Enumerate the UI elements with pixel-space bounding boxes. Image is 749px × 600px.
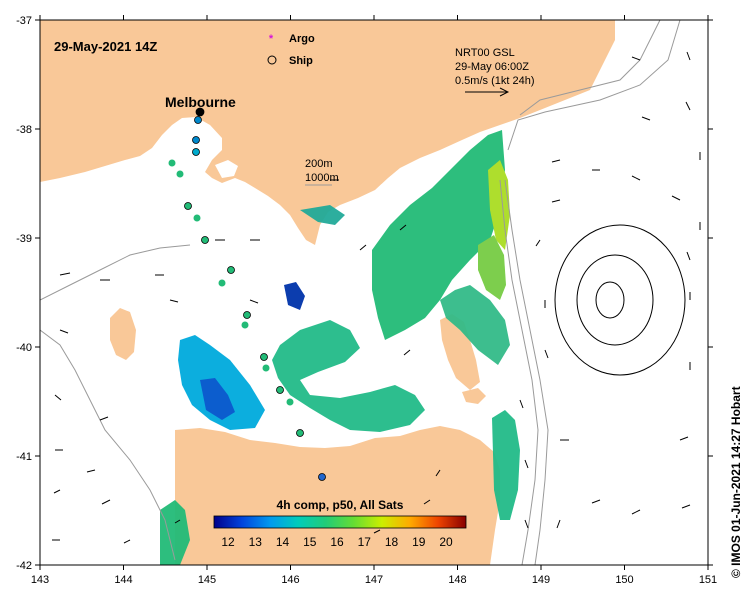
y-tick-label: -38 — [16, 124, 32, 136]
current-key: NRT00 GSL 29-May 06:00Z 0.5m/s (1kt 24h) — [455, 47, 534, 97]
x-tick-label: 151 — [699, 574, 717, 586]
colorbar-ramp — [213, 515, 467, 529]
colorbar-title: 4h comp, p50, All Sats — [277, 498, 404, 512]
city-label-melbourne: Melbourne — [165, 94, 236, 110]
land-flinders-island — [440, 314, 480, 390]
colorbar-tick-label: 18 — [385, 535, 399, 549]
x-tick-label: 146 — [281, 574, 299, 586]
x-tick-label: 147 — [365, 574, 383, 586]
colorbar: 4h comp, p50, All Sats 12 13 14 15 16 17 18 19 2… — [213, 498, 467, 549]
argo-label: Argo — [289, 33, 315, 45]
y-axis: -37 -38 -39 -40 -41 -42 — [16, 15, 713, 572]
legend: * Argo Ship 200m 1000m — [267, 33, 339, 186]
plot-area — [40, 20, 708, 565]
land-tasmania — [175, 426, 500, 565]
colorbar-tick-label: 20 — [439, 535, 453, 549]
current-vectors — [52, 51, 701, 544]
eddy-rings — [554, 224, 686, 376]
colorbar-tick-label: 19 — [412, 535, 426, 549]
current-scale-label: 0.5m/s (1kt 24h) — [455, 75, 534, 87]
x-tick-label: 145 — [198, 574, 216, 586]
colorbar-tick-label: 14 — [276, 535, 290, 549]
x-tick-label: 143 — [31, 574, 49, 586]
y-tick-label: -42 — [16, 560, 32, 572]
x-tick-label: 148 — [448, 574, 466, 586]
x-tick-label: 150 — [615, 574, 633, 586]
argo-marker-icon: * — [269, 33, 274, 45]
ship-marker-icon — [267, 55, 277, 65]
y-tick-label: -41 — [16, 451, 32, 463]
land-victoria — [40, 20, 615, 245]
credit-label: © IMOS 01-Jun-2021 14:27 Hobart — [729, 386, 743, 578]
colorbar-tick-label: 17 — [358, 535, 372, 549]
x-tick-label: 149 — [532, 574, 550, 586]
colorbar-tick-label: 15 — [303, 535, 317, 549]
y-tick-label: -39 — [16, 233, 32, 245]
x-tick-label: 144 — [114, 574, 132, 586]
colorbar-tick-label: 12 — [221, 535, 235, 549]
scale-arrowhead-icon — [499, 87, 510, 97]
colorbar-tick-label: 16 — [330, 535, 344, 549]
current-source-label: NRT00 GSL — [455, 47, 515, 59]
isobath-1000-label: 1000m — [305, 172, 339, 184]
colorbar-tick-label: 13 — [249, 535, 263, 549]
y-tick-label: -40 — [16, 342, 32, 354]
western-port-bay — [215, 160, 238, 178]
sst-patches — [160, 130, 520, 565]
y-tick-label: -37 — [16, 15, 32, 27]
land-king-island — [110, 308, 136, 360]
observation-points — [168, 107, 326, 481]
ship-label: Ship — [289, 55, 313, 67]
colorbar-labels: 12 13 14 15 16 17 18 19 20 — [221, 535, 453, 549]
x-axis: 143 144 145 146 147 148 149 150 151 — [31, 15, 717, 586]
date-label: 29-May-2021 14Z — [54, 39, 157, 54]
land-cape-barren-island — [462, 388, 486, 404]
current-time-label: 29-May 06:00Z — [455, 61, 529, 73]
isobath-lines — [40, 20, 681, 565]
isobath-200-label: 200m — [305, 158, 333, 170]
